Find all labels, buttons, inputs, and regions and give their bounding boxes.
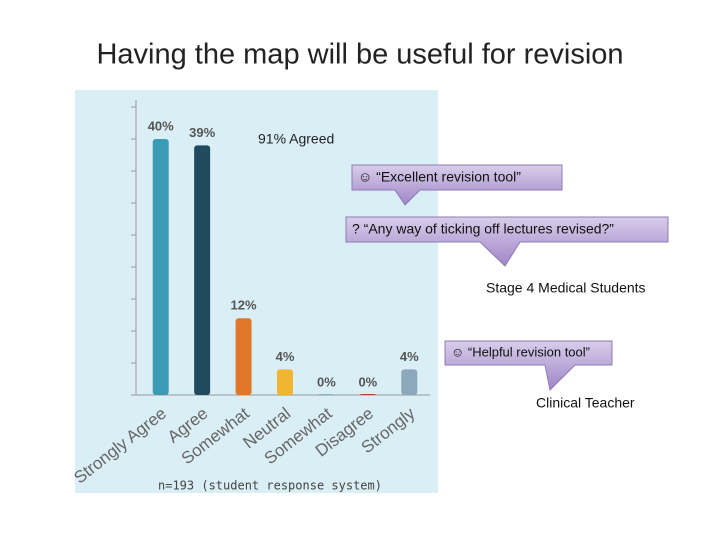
- bar: [152, 139, 169, 395]
- bar: [277, 369, 293, 395]
- value-label: 4%: [276, 349, 295, 364]
- value-label: 0%: [358, 374, 377, 389]
- callout-box: [444, 340, 613, 392]
- value-label: 4%: [400, 349, 419, 364]
- bar: [318, 394, 335, 395]
- value-label: 12%: [231, 298, 257, 313]
- callout-box: [345, 216, 669, 267]
- callout-text: ? “Any way of ticking off lectures revis…: [352, 221, 614, 237]
- callout-text: ☺ “Helpful revision tool”: [451, 344, 590, 359]
- agreed-label: 91% Agreed: [258, 131, 334, 147]
- callout-box: [351, 164, 563, 206]
- callout-text: ☺ “Excellent revision tool”: [358, 169, 521, 185]
- value-label: 0%: [317, 374, 336, 389]
- slide-title: Having the map will be useful for revisi…: [96, 39, 623, 71]
- source-label: Stage 4 Medical Students: [486, 280, 646, 296]
- source-label: Clinical Teacher: [536, 395, 635, 411]
- bar: [401, 369, 418, 395]
- value-label: 40%: [148, 118, 174, 133]
- footnote: n=193 (student response system): [158, 479, 382, 493]
- bar: [235, 318, 252, 395]
- bar: [194, 145, 211, 395]
- value-label: 39%: [189, 125, 215, 140]
- bar: [359, 394, 376, 395]
